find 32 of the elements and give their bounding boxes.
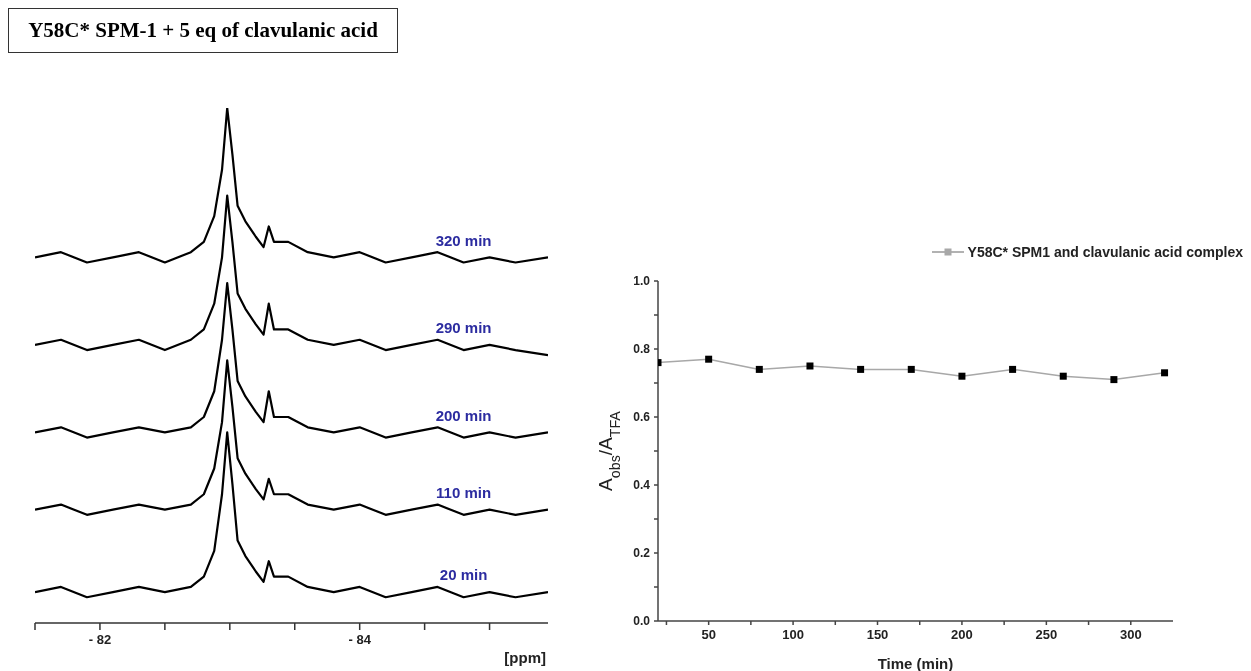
x-tick-label: 100: [782, 627, 804, 642]
y-tick-label: 0.2: [633, 546, 651, 560]
y-tick-label: 1.0: [633, 274, 651, 288]
point: [755, 365, 763, 373]
point: [705, 355, 713, 363]
y-tick-label: 0.0: [633, 614, 651, 628]
point: [907, 365, 915, 373]
x-axis-title: [ppm]: [504, 649, 546, 666]
x-tick-label: 50: [701, 627, 716, 642]
series-label: 290 min: [435, 319, 492, 337]
point: [1059, 372, 1067, 380]
chart-title: Y58C* SPM-1 + 5 eq of clavulanic acid: [8, 8, 398, 53]
point: [1009, 365, 1017, 373]
y-tick-label: 0.6: [633, 410, 651, 424]
x-tick-label: 250: [1035, 627, 1058, 642]
point: [857, 365, 865, 373]
y-tick-label: 0.8: [633, 342, 651, 356]
x-tick-label: 150: [866, 627, 889, 642]
x-tick-label: 200: [951, 627, 973, 642]
point: [806, 362, 814, 370]
x-tick-label: 300: [1119, 627, 1142, 642]
series-label: 200 min: [435, 406, 492, 424]
series-label: 20 min: [439, 566, 488, 584]
point: [1161, 369, 1169, 377]
x-tick-label: - 84: [348, 632, 372, 647]
x-tick-label: - 82: [88, 632, 112, 647]
y-tick-label: 0.4: [633, 478, 651, 492]
series-label: 110 min: [436, 483, 492, 501]
point: [1110, 376, 1118, 384]
series-label: 320 min: [435, 231, 492, 249]
legend-label: Y58C* SPM1 and clavulanic acid complex: [967, 244, 1243, 260]
point: [958, 372, 966, 380]
